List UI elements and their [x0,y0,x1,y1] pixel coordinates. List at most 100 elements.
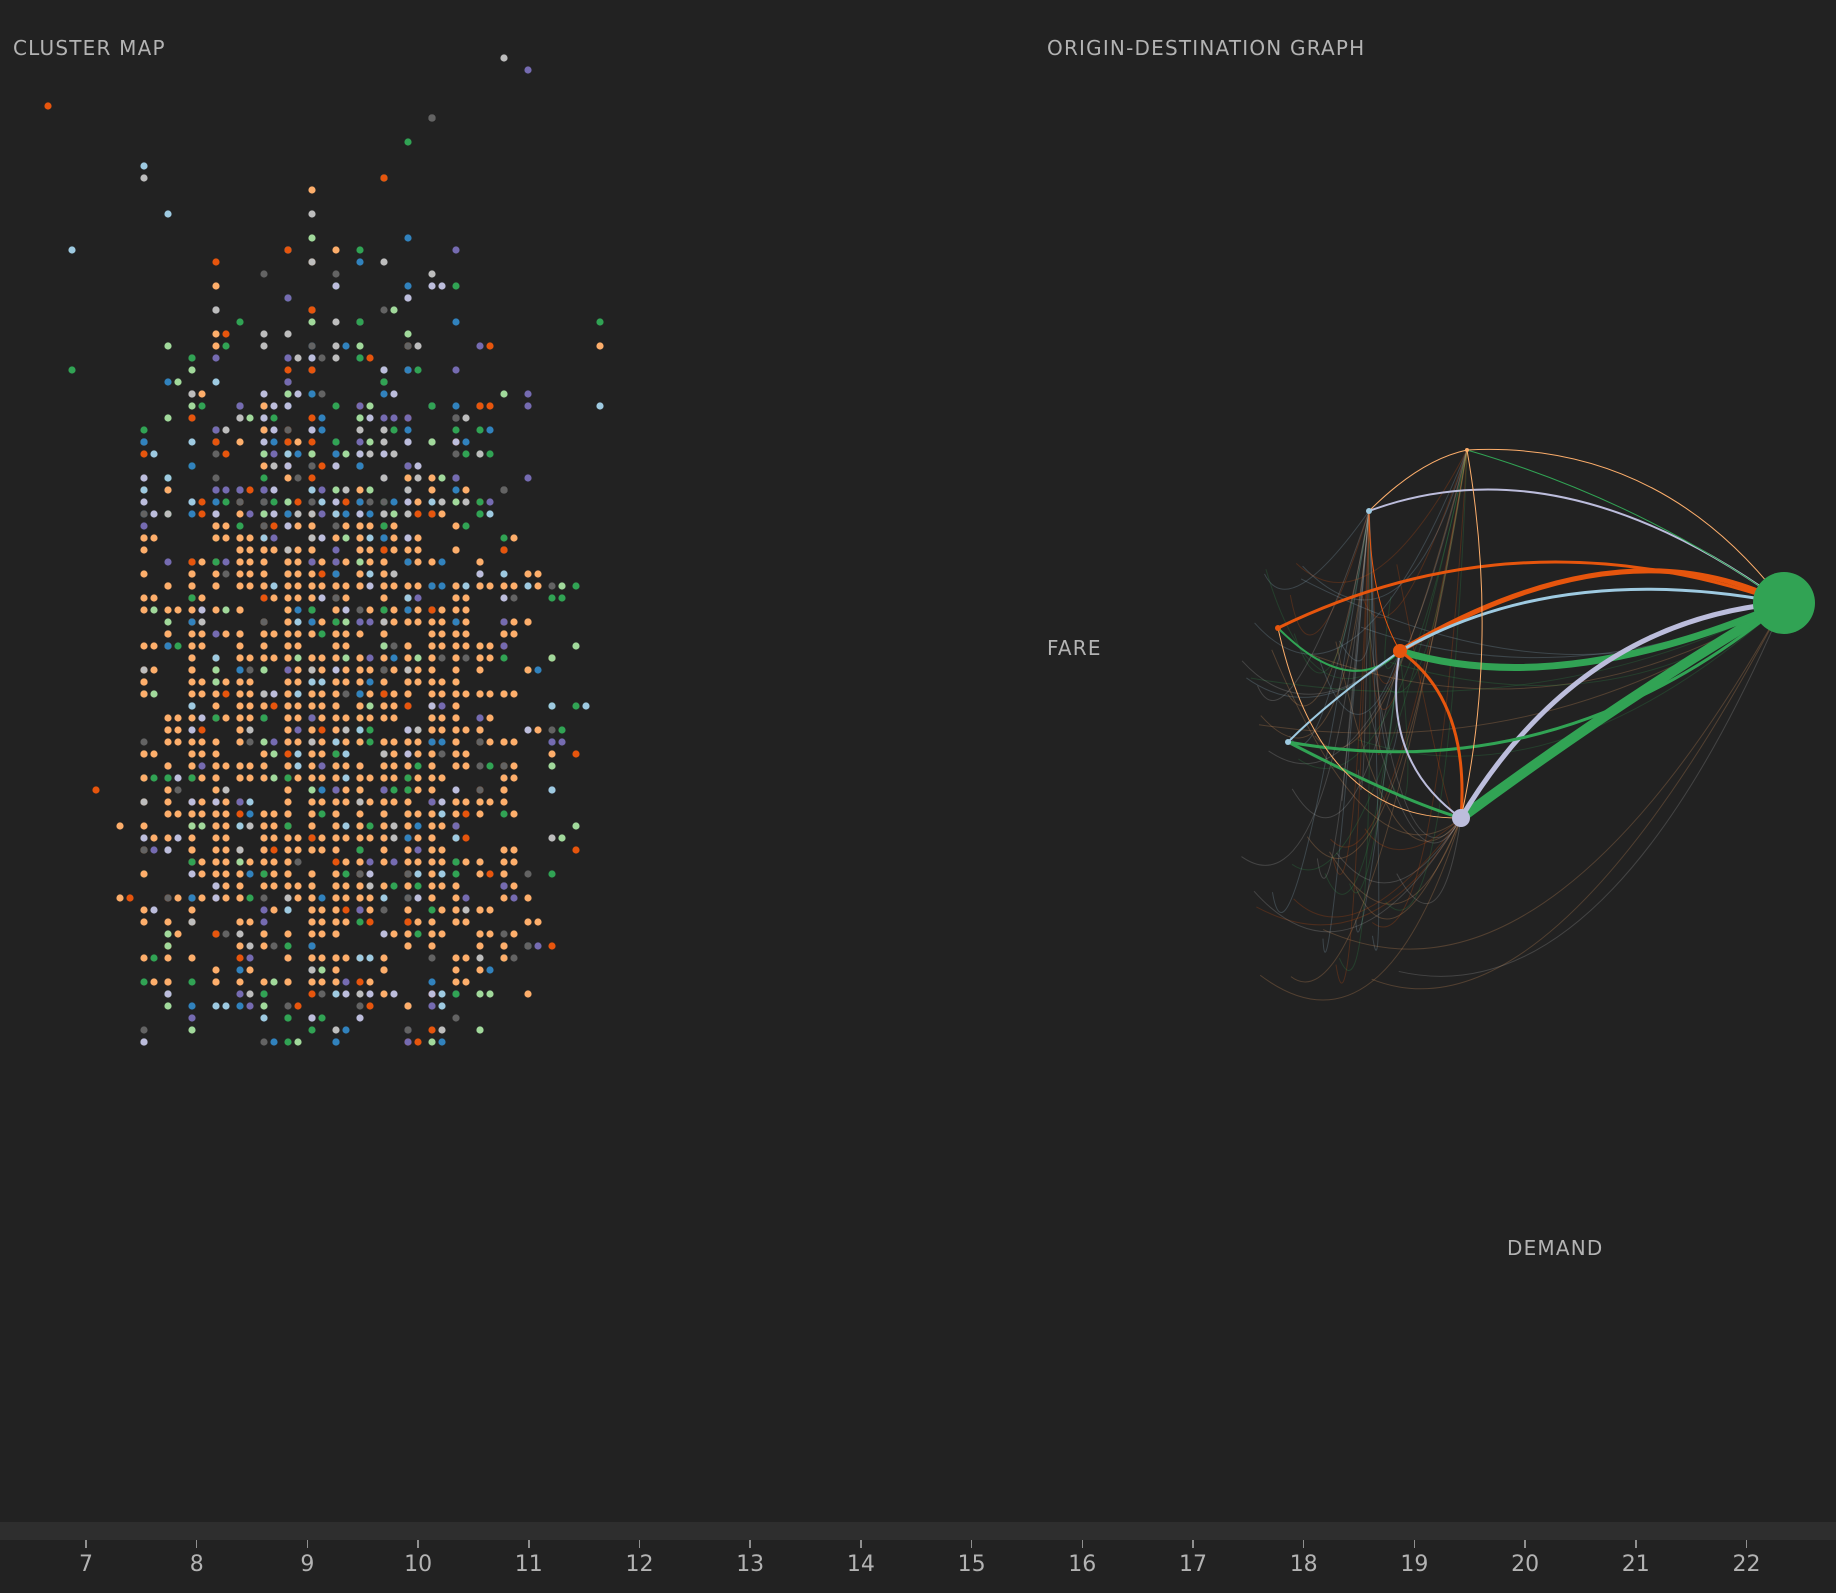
cluster-point [428,486,436,494]
cluster-point [414,834,422,842]
cluster-point [390,390,398,398]
cluster-point [308,486,316,494]
cluster-point [452,642,460,650]
cluster-point [390,450,398,458]
cluster-point [356,618,364,626]
cluster-point [308,690,316,698]
cluster-point [270,414,278,422]
cluster-point [462,630,470,638]
cluster-point [476,870,484,878]
cluster-point [188,738,196,746]
cluster-point [212,510,220,518]
cluster-point [548,870,556,878]
od-node-A[interactable] [1753,572,1815,634]
cluster-point [174,738,182,746]
cluster-point [332,906,340,914]
cluster-point [332,654,340,662]
cluster-point [366,918,374,926]
cluster-point [140,642,148,650]
cluster-point [428,846,436,854]
od-faint-edge [1298,449,1468,769]
cluster-point [342,498,350,506]
cluster-point [462,834,470,842]
cluster-point [380,366,388,374]
od-node-F[interactable] [1366,508,1372,514]
cluster-point [140,834,148,842]
cluster-point [236,582,244,590]
cluster-map-title: CLUSTER MAP [13,36,166,60]
cluster-point [462,582,470,590]
cluster-point [356,606,364,614]
cluster-point [476,762,484,770]
cluster-point [236,870,244,878]
cluster-point [596,402,604,410]
od-node-C[interactable] [1452,809,1470,827]
cluster-point [356,558,364,566]
timeline-axis-band[interactable] [0,1522,1836,1540]
cluster-point [164,726,172,734]
cluster-point [198,774,206,782]
cluster-point [294,762,302,770]
cluster-point [260,558,268,566]
od-faint-edge [1330,449,1468,848]
cluster-point [212,798,220,806]
cluster-point [318,774,326,782]
cluster-point [342,858,350,866]
cluster-point [366,870,374,878]
od-node-E[interactable] [1285,739,1291,745]
cluster-point [68,246,76,254]
demand-axis-label: DEMAND [1507,1236,1604,1260]
cluster-point [414,750,422,758]
cluster-point [236,558,244,566]
cluster-point [164,786,172,794]
cluster-point [284,630,292,638]
cluster-point [246,894,254,902]
cluster-point [356,726,364,734]
od-node-D[interactable] [1275,625,1281,631]
cluster-point [140,534,148,542]
cluster-point [462,654,470,662]
cluster-point [188,1026,196,1034]
cluster-point [332,450,340,458]
cluster-point [462,498,470,506]
cluster-point [308,738,316,746]
timeline-tick-mark-8 [970,1540,973,1548]
cluster-point [236,894,244,902]
cluster-point [270,774,278,782]
cluster-point [284,798,292,806]
cluster-point [342,594,350,602]
cluster-point [390,834,398,842]
cluster-point [284,726,292,734]
cluster-point [222,558,230,566]
cluster-point [294,690,302,698]
cluster-point [462,978,470,986]
cluster-point [260,618,268,626]
cluster-point [308,822,316,830]
cluster-point [260,426,268,434]
cluster-point [332,606,340,614]
cluster-point [476,810,484,818]
cluster-point [390,306,398,314]
cluster-point [356,738,364,746]
cluster-point [284,438,292,446]
timeline-tick-mark-4 [528,1540,530,1548]
cluster-point [380,606,388,614]
cluster-point [404,1026,412,1034]
cluster-point [140,666,148,674]
cluster-point [452,906,460,914]
od-node-G[interactable] [1465,448,1469,452]
cluster-point [548,762,556,770]
cluster-point [390,534,398,542]
cluster-point [212,654,220,662]
cluster-point [428,702,436,710]
cluster-point [308,414,316,422]
cluster-point [164,414,172,422]
od-faint-edge [1260,510,1370,739]
cluster-point [150,906,158,914]
od-node-B[interactable] [1393,644,1407,658]
cluster-point [332,354,340,362]
cluster-point [486,582,494,590]
od-faint-edge [1316,510,1370,879]
cluster-point [294,774,302,782]
cluster-point [596,318,604,326]
